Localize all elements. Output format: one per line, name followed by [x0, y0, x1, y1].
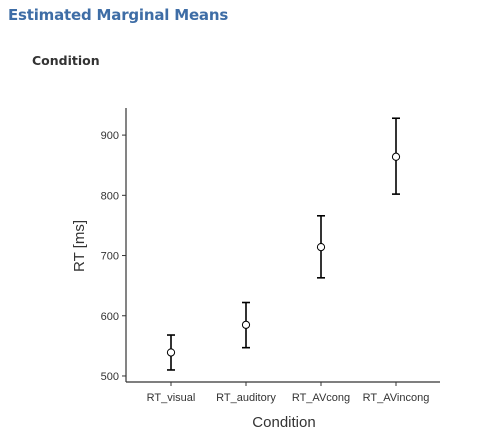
section-title: Condition	[32, 53, 100, 68]
y-tick-label: 800	[101, 190, 119, 202]
y-tick-label: 900	[101, 130, 119, 142]
x-tick-label: RT_visual	[147, 392, 196, 404]
mean-point	[166, 348, 176, 357]
x-tick-label: RT_auditory	[216, 392, 276, 404]
page-title: Estimated Marginal Means	[8, 6, 229, 24]
mean-point	[391, 152, 401, 161]
mean-point	[316, 243, 326, 252]
y-tick-label: 700	[101, 251, 119, 263]
y-tick-label: 600	[101, 311, 119, 323]
y-tick-label: 500	[101, 371, 119, 383]
y-axis-label: RT [ms]	[71, 220, 88, 272]
x-tick-label: RT_AVcong	[292, 392, 350, 404]
mean-point	[241, 320, 251, 329]
x-tick-label: RT_AVincong	[363, 392, 430, 404]
x-axis-label: Condition	[252, 414, 315, 431]
